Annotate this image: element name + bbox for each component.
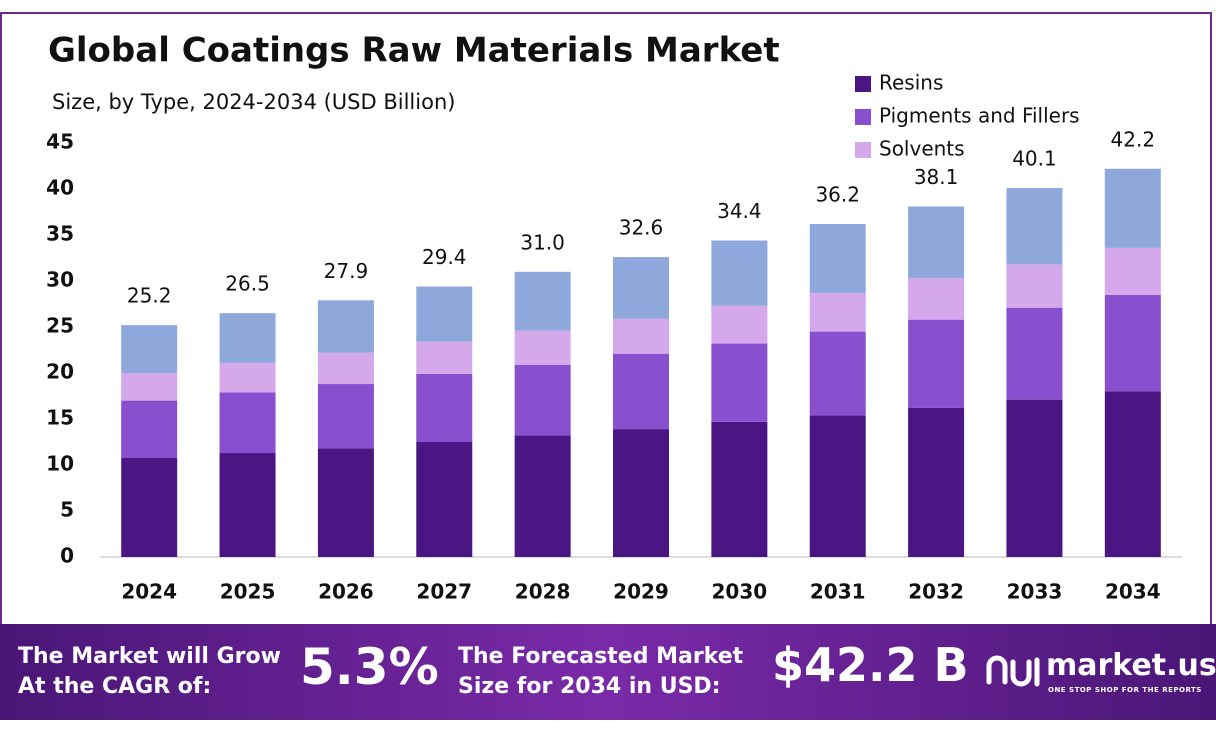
bar-segment: [1006, 188, 1063, 265]
bar-segment: [1006, 307, 1063, 400]
total-label: 40.1: [1012, 147, 1057, 171]
y-tick-label: 45: [46, 130, 74, 154]
cagr-caption: The Market will Grow At the CAGR of:: [18, 642, 281, 702]
caption-line: Size for 2034 in USD:: [458, 674, 721, 699]
bar-segment: [908, 319, 965, 408]
bar-segment: [514, 435, 571, 557]
bar-segment: [1104, 391, 1161, 557]
y-tick-label: 5: [60, 498, 74, 522]
bar-segment: [613, 429, 669, 557]
legend-label: Resins: [879, 71, 943, 95]
bar-segment: [613, 353, 669, 430]
chart-card: [0, 12, 1212, 624]
bar-segment: [121, 373, 178, 401]
bar-segment: [121, 457, 178, 557]
bar-segment: [514, 330, 571, 365]
bar-segment: [908, 407, 965, 557]
tagline: ONE STOP SHOP FOR THE REPORTS: [1048, 686, 1202, 694]
bar-segment: [1006, 399, 1063, 557]
x-tick-label: 2024: [121, 580, 177, 604]
bar-segment: [219, 392, 276, 454]
legend-label: Solvents: [879, 137, 965, 161]
y-tick-label: 40: [46, 176, 74, 200]
logo-icon: [986, 655, 1040, 687]
bar-segment: [514, 271, 571, 331]
y-tick-label: 20: [46, 360, 74, 384]
bar-segment: [809, 331, 866, 416]
banner: The Market will Grow At the CAGR of: 5.3%…: [0, 624, 1216, 720]
y-tick-label: 10: [46, 452, 74, 476]
y-tick-label: 35: [46, 222, 74, 246]
cagr-value: 5.3%: [300, 638, 439, 696]
bar-segment: [1104, 247, 1161, 295]
legend-swatch: [855, 76, 871, 92]
bar-segment: [711, 240, 768, 306]
bar-segment: [416, 341, 473, 374]
bar-segment: [514, 364, 571, 436]
bar-segment: [1104, 168, 1161, 248]
x-tick-label: 2029: [613, 580, 669, 604]
bar-segment: [317, 448, 374, 557]
x-tick-label: 2027: [416, 580, 472, 604]
bar-segment: [317, 352, 374, 385]
legend-label: Pigments and Fillers: [879, 104, 1080, 128]
forecast-caption: The Forecasted Market Size for 2034 in US…: [458, 642, 743, 702]
bar-segment: [416, 286, 473, 342]
chart-title: Global Coatings Raw Materials Market: [48, 31, 780, 71]
bar-segment: [809, 415, 866, 557]
total-label: 32.6: [619, 216, 664, 240]
bar-segment: [613, 257, 669, 319]
y-tick-label: 15: [46, 406, 74, 430]
total-label: 26.5: [225, 272, 270, 296]
y-tick-label: 30: [46, 268, 74, 292]
chart: Global Coatings Raw Materials Market Siz…: [46, 31, 1182, 604]
total-label: 42.2: [1111, 127, 1156, 151]
x-tick-label: 2031: [810, 580, 866, 604]
bar-segment: [711, 305, 768, 344]
bar-segment: [416, 442, 473, 557]
bar-segment: [908, 206, 965, 279]
x-tick-label: 2032: [908, 580, 964, 604]
bar-segment: [908, 278, 965, 320]
total-label: 29.4: [422, 245, 467, 269]
bar-segment: [121, 325, 178, 373]
total-label: 36.2: [815, 182, 860, 206]
total-label: 27.9: [324, 259, 369, 283]
bar-segment: [416, 373, 473, 442]
bar-segment: [1104, 294, 1161, 392]
bar-segment: [219, 453, 276, 557]
bar-segment: [613, 318, 669, 354]
x-tick-label: 2033: [1007, 580, 1063, 604]
x-tick-label: 2025: [220, 580, 276, 604]
bar-segment: [317, 384, 374, 449]
bar-segment: [219, 313, 276, 363]
bar-segment: [219, 362, 276, 393]
y-tick-label: 0: [60, 544, 74, 568]
x-tick-label: 2034: [1105, 580, 1161, 604]
forecast-value: $42.2 B: [772, 638, 969, 692]
total-label: 31.0: [520, 230, 565, 254]
x-tick-label: 2026: [318, 580, 374, 604]
x-tick-label: 2028: [515, 580, 571, 604]
total-label: 34.4: [717, 199, 762, 223]
caption-line: The Forecasted Market: [458, 644, 744, 669]
bar-segment: [317, 300, 374, 353]
brand: market.us: [1046, 648, 1216, 683]
bar-segment: [1006, 264, 1063, 308]
chart-subtitle: Size, by Type, 2024-2034 (USD Billion): [52, 90, 455, 114]
y-tick-label: 25: [46, 314, 74, 338]
x-tick-label: 2030: [712, 580, 768, 604]
legend-swatch: [855, 142, 871, 158]
total-label: 38.1: [914, 165, 959, 189]
legend-swatch: [855, 109, 871, 125]
bar-segment: [711, 343, 768, 422]
total-label: 25.2: [127, 284, 172, 308]
bar-segment: [809, 223, 866, 293]
bar-segment: [121, 400, 178, 458]
bar-segment: [809, 292, 866, 332]
caption-line: The Market will Grow: [18, 644, 281, 669]
caption-line: At the CAGR of:: [18, 674, 212, 699]
bar-segment: [711, 421, 768, 557]
